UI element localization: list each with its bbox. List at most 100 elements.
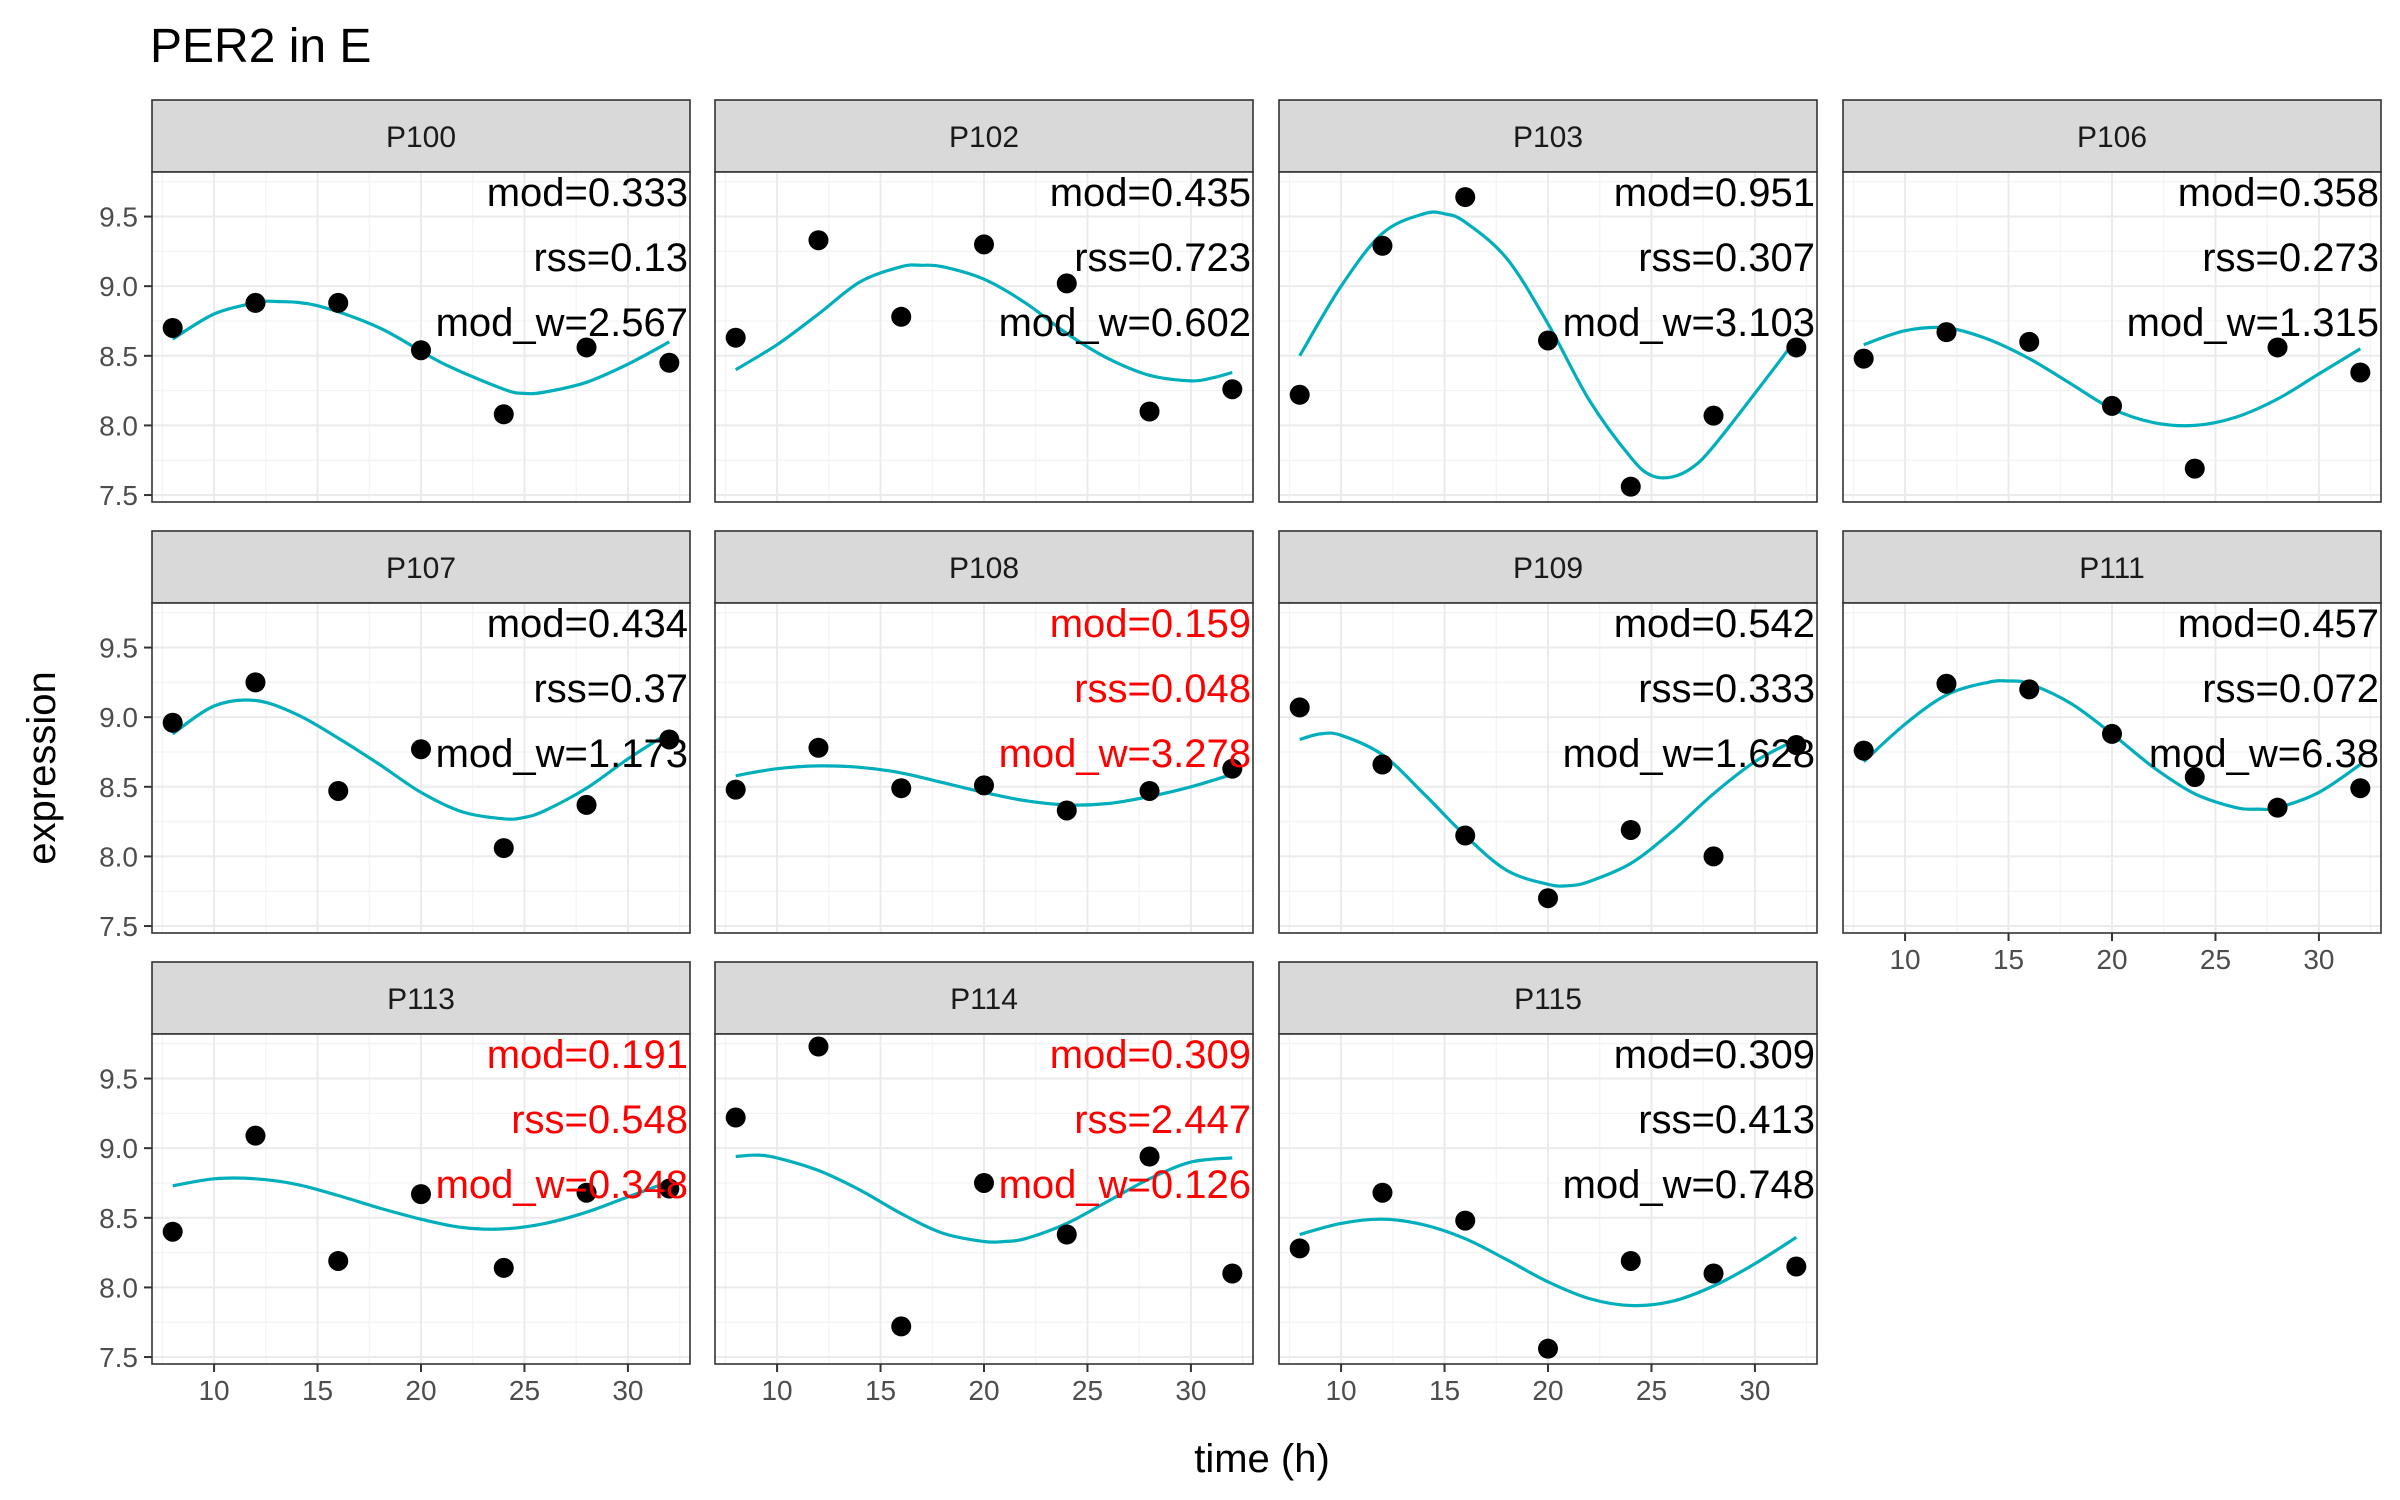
facet-strip [151, 99, 691, 173]
fit-annotation: mod=0.542 [1614, 602, 1815, 646]
data-point [2102, 395, 2122, 416]
x-tick-label: 10 [1889, 944, 1920, 975]
facet-panel-p107: P107 mod=0.434 rss=0.37 mod_w=1.173 7.5 8.0 8.… [99, 530, 691, 942]
fit-annotation: rss=2.447 [1074, 1098, 1251, 1142]
data-point [328, 780, 349, 801]
fit-annotation: mod_w=3.278 [999, 732, 1251, 776]
x-tick-label: 10 [761, 1375, 792, 1406]
fit-annotation: mod_w=0.602 [999, 301, 1251, 345]
facet-panel-p106: P106 mod=0.358 rss=0.273 mod_w=1.315 [1842, 99, 2382, 503]
fit-annotation: rss=0.273 [2202, 236, 2379, 280]
panel-border [151, 171, 691, 503]
data-point [974, 1172, 994, 1193]
fit-annotation: mod=0.309 [1614, 1033, 1815, 1077]
facet-panel-p111: P111 mod=0.457 rss=0.072 mod_w=6.38 10 15 20 25… [1842, 530, 2382, 975]
facet-panels: P100 mod=0.333 rss=0.13 mod_w=2.567 7.5 8.0 8.… [99, 99, 2382, 1406]
facet-strip [1278, 530, 1818, 604]
data-point [891, 1316, 912, 1337]
data-point [1786, 337, 1807, 358]
facet-strip-label: P108 [949, 552, 1019, 585]
x-tick-label: 25 [2200, 944, 2231, 975]
y-tick-label: 9.5 [99, 633, 138, 664]
x-tick-label: 15 [302, 1375, 333, 1406]
data-point [1289, 384, 1310, 405]
data-point [1455, 187, 1476, 208]
x-axis-title: time (h) [1194, 1437, 1330, 1481]
data-point [2350, 778, 2371, 799]
data-point [1703, 846, 1724, 867]
data-point [1786, 735, 1807, 756]
panel-border [151, 602, 691, 934]
data-point [659, 352, 680, 373]
data-point [1538, 888, 1558, 909]
data-point [1372, 235, 1393, 256]
fit-annotation: mod=0.358 [2178, 171, 2379, 215]
y-tick-label: 9.0 [99, 1133, 138, 1164]
fit-annotation: mod_w=0.748 [1563, 1163, 1815, 1207]
facet-strip-label: P106 [2077, 121, 2147, 154]
chart-title: PER2 in E [150, 20, 371, 73]
fit-curve [1299, 731, 1798, 888]
fit-annotation: mod_w=1.173 [436, 732, 688, 776]
fit-annotation: mod=0.309 [1050, 1033, 1251, 1077]
data-point [1222, 379, 1243, 400]
data-point [328, 292, 349, 313]
data-point [1222, 758, 1243, 779]
fit-annotation: mod=0.457 [2178, 602, 2379, 646]
data-point [576, 794, 597, 815]
data-point [808, 230, 829, 251]
fit-annotation: mod=0.951 [1614, 171, 1815, 215]
x-tick-label: 10 [1325, 1375, 1356, 1406]
data-point [1620, 819, 1641, 840]
facet-panel-p102: P102 mod=0.435 rss=0.723 mod_w=0.602 [714, 99, 1254, 503]
data-point [1289, 697, 1310, 718]
y-tick-label: 8.5 [99, 1203, 138, 1234]
data-point [1786, 1256, 1807, 1277]
fit-curve [735, 1153, 1233, 1244]
panel-border [1842, 171, 2382, 503]
x-tick-label: 15 [1993, 944, 2024, 975]
data-point [891, 778, 912, 799]
data-point [493, 838, 514, 859]
x-tick-label: 15 [1429, 1375, 1460, 1406]
data-point [2019, 679, 2040, 700]
data-point [493, 404, 514, 425]
data-point [725, 779, 746, 800]
facet-panel-p108: P108 mod=0.159 rss=0.048 mod_w=3.278 [714, 530, 1254, 934]
x-tick-label: 30 [1739, 1375, 1770, 1406]
data-point [1056, 1224, 1077, 1245]
panel-border [1278, 171, 1818, 503]
data-point [1703, 405, 1724, 426]
data-point [411, 739, 431, 760]
y-tick-label: 7.5 [99, 911, 138, 942]
facet-strip [714, 961, 1254, 1035]
fit-annotation: mod_w=2.567 [436, 301, 688, 345]
data-point [1222, 1263, 1243, 1284]
y-tick-label: 9.0 [99, 271, 138, 302]
data-point [1139, 780, 1160, 801]
facet-strip-label: P109 [1513, 552, 1583, 585]
x-tick-label: 30 [612, 1375, 643, 1406]
y-tick-label: 9.5 [99, 202, 138, 233]
x-tick-label: 25 [1072, 1375, 1103, 1406]
data-point [1289, 1238, 1310, 1259]
x-tick-label: 20 [405, 1375, 436, 1406]
facet-strip-label: P113 [387, 983, 455, 1016]
data-point [1056, 273, 1077, 294]
fit-annotation: rss=0.072 [2202, 667, 2379, 711]
data-point [162, 712, 183, 733]
facet-strip-label: P115 [1514, 983, 1582, 1016]
data-point [1538, 330, 1558, 351]
facet-panel-p114: P114 mod=0.309 rss=2.447 mod_w=0.126 10 15 20 2… [714, 961, 1254, 1406]
y-tick-label: 9.5 [99, 1064, 138, 1095]
data-point [245, 292, 266, 313]
x-tick-label: 20 [968, 1375, 999, 1406]
data-point [245, 672, 266, 693]
facet-strip [151, 530, 691, 604]
data-point [808, 1036, 829, 1057]
fit-annotation: mod_w=3.103 [1563, 301, 1815, 345]
fit-annotation: rss=0.723 [1074, 236, 1251, 280]
data-point [659, 1178, 680, 1199]
fit-annotation: mod=0.434 [487, 602, 688, 646]
